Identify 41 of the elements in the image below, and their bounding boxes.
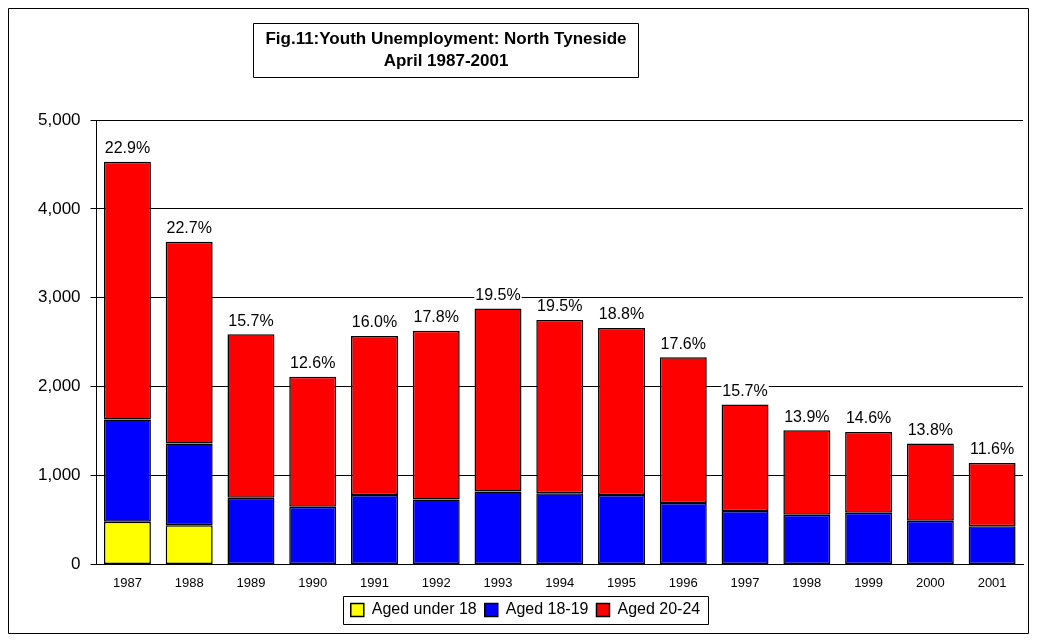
y-tick-label: 2,000 bbox=[37, 376, 81, 396]
annotation: 11.6% bbox=[970, 440, 1015, 458]
x-tick-label: 1999 bbox=[854, 574, 884, 590]
x-tick-label: 1989 bbox=[236, 574, 266, 590]
x-tick-label: 1997 bbox=[730, 574, 760, 590]
x-tick-label: 1991 bbox=[360, 574, 389, 590]
y-tick-label: 3,000 bbox=[37, 287, 81, 307]
chart-subtitle: April 1987-2001 bbox=[383, 50, 509, 70]
legend-label: Aged 20-24 bbox=[617, 600, 701, 618]
annotation: 18.8% bbox=[598, 305, 645, 323]
x-tick-label: 1993 bbox=[483, 574, 513, 590]
annotation: 15.7% bbox=[228, 311, 274, 329]
x-tick-label: 1990 bbox=[298, 574, 328, 590]
x-tick-label: 2000 bbox=[915, 574, 945, 590]
y-tick-label: 1,000 bbox=[37, 465, 81, 485]
annotation: 17.8% bbox=[413, 308, 459, 326]
annotation: 19.5% bbox=[475, 285, 521, 303]
x-tick-label: 2001 bbox=[977, 574, 1007, 590]
annotation: 12.6% bbox=[290, 354, 336, 372]
annotation: 22.9% bbox=[104, 139, 151, 157]
legend-label: Aged under 18 bbox=[371, 600, 477, 618]
y-tick-label: 0 bbox=[71, 554, 81, 574]
x-tick-label: 1987 bbox=[112, 574, 142, 590]
x-tick-label: 1996 bbox=[668, 574, 698, 590]
x-tick-label: 1992 bbox=[421, 574, 451, 590]
annotation: 13.8% bbox=[907, 420, 954, 438]
x-tick-label: 1988 bbox=[174, 574, 204, 590]
annotation: 17.6% bbox=[660, 334, 706, 352]
annotation: 15.7% bbox=[722, 381, 768, 399]
annotation: 13.9% bbox=[784, 407, 830, 425]
x-tick-label: 1998 bbox=[792, 574, 822, 590]
annotation: 16.0% bbox=[351, 313, 398, 331]
x-tick-label: 1995 bbox=[607, 574, 636, 590]
y-tick-label: 5,000 bbox=[37, 109, 81, 129]
annotation: 19.5% bbox=[537, 297, 583, 315]
annotation: 22.7% bbox=[166, 219, 212, 237]
annotation: 14.6% bbox=[845, 409, 892, 427]
y-tick-label: 4,000 bbox=[37, 198, 81, 218]
x-tick-label: 1994 bbox=[545, 574, 575, 590]
chart-title: Fig.11:Youth Unemployment: North Tyneside bbox=[265, 28, 627, 48]
legend-label: Aged 18-19 bbox=[505, 600, 589, 618]
